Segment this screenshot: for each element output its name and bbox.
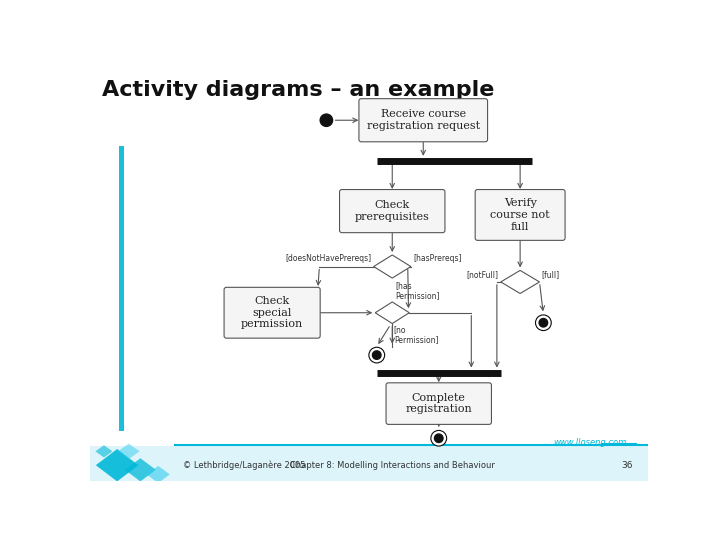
Circle shape <box>431 430 446 446</box>
Circle shape <box>370 348 383 362</box>
FancyBboxPatch shape <box>224 287 320 338</box>
Circle shape <box>434 434 443 442</box>
Text: www.lloseng.com: www.lloseng.com <box>554 437 626 447</box>
Circle shape <box>539 319 548 327</box>
Polygon shape <box>147 466 170 483</box>
Circle shape <box>320 114 333 126</box>
Text: Receive course
registration request: Receive course registration request <box>366 110 480 131</box>
FancyBboxPatch shape <box>386 383 492 424</box>
Circle shape <box>369 347 384 363</box>
Polygon shape <box>375 302 409 323</box>
Text: [hasPrereqs]: [hasPrereqs] <box>413 254 462 264</box>
Polygon shape <box>96 449 138 481</box>
Text: [has
Permission]: [has Permission] <box>395 281 440 300</box>
FancyBboxPatch shape <box>475 190 565 240</box>
Text: [no
Permission]: [no Permission] <box>394 325 438 345</box>
Text: [notFull]: [notFull] <box>467 270 498 279</box>
FancyBboxPatch shape <box>359 99 487 142</box>
Polygon shape <box>118 444 140 459</box>
Circle shape <box>432 431 446 445</box>
Polygon shape <box>374 255 411 278</box>
Bar <box>120 146 124 430</box>
Bar <box>90 446 648 481</box>
Polygon shape <box>96 445 112 457</box>
Text: Activity diagrams – an example: Activity diagrams – an example <box>102 80 494 100</box>
Text: Chapter 8: Modelling Interactions and Behaviour: Chapter 8: Modelling Interactions and Be… <box>290 461 495 470</box>
Text: 36: 36 <box>621 461 632 470</box>
Text: Check
special
permission: Check special permission <box>241 296 303 329</box>
Text: Verify
course not
full: Verify course not full <box>490 198 550 232</box>
Text: [doesNotHavePrereqs]: [doesNotHavePrereqs] <box>285 254 372 264</box>
Circle shape <box>536 315 551 330</box>
FancyBboxPatch shape <box>340 190 445 233</box>
Polygon shape <box>500 271 539 294</box>
Text: [full]: [full] <box>542 270 560 279</box>
Text: Complete
registration: Complete registration <box>405 393 472 414</box>
Polygon shape <box>125 458 156 481</box>
Text: © Lethbridge/Laganère 2005: © Lethbridge/Laganère 2005 <box>183 461 305 470</box>
Text: Check
prerequisites: Check prerequisites <box>355 200 430 222</box>
Circle shape <box>537 316 550 329</box>
Circle shape <box>372 351 381 359</box>
